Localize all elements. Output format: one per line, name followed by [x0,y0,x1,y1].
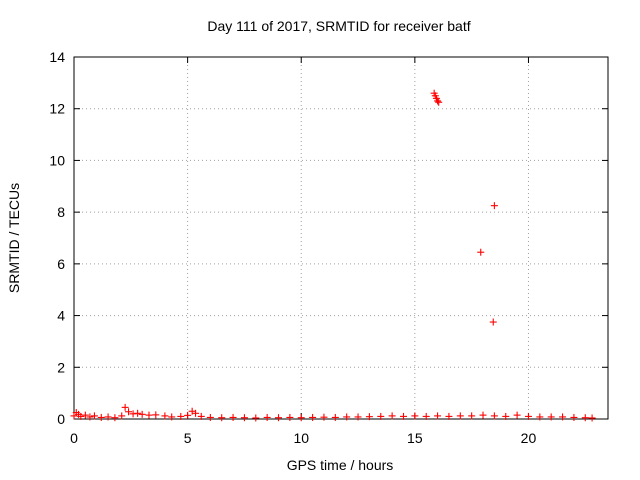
data-point [286,413,294,421]
x-tick-label: 10 [293,430,309,446]
data-point [513,411,521,419]
y-tick-label: 4 [57,308,65,324]
data-point [177,412,185,420]
data-point [354,413,362,421]
x-axis-label: GPS time / hours [287,457,394,473]
data-point [275,414,283,422]
data-marks [70,89,596,422]
data-point [229,413,237,421]
data-point [263,413,271,421]
data-point [161,412,169,420]
data-point [184,411,192,419]
data-point [118,412,126,420]
data-point [197,412,205,420]
y-tick-label: 2 [57,359,65,375]
data-point [152,411,160,419]
data-point [477,248,485,256]
data-point [456,412,464,420]
data-point [297,414,305,422]
data-point [252,414,260,422]
data-point [138,410,146,418]
data-point [588,414,596,422]
data-point [490,202,498,210]
data-point [331,413,339,421]
data-point [524,412,532,420]
data-point [435,98,443,106]
data-point [434,412,442,420]
plot-frame [73,56,609,420]
y-tick-label: 6 [57,256,65,272]
grid [74,57,608,419]
data-point [121,403,129,411]
data-point [192,409,200,417]
data-point [399,412,407,420]
x-tick-label: 20 [521,430,537,446]
data-point [240,414,248,422]
data-point [377,412,385,420]
data-point [434,97,442,105]
data-point [90,412,98,420]
data-point [536,413,544,421]
data-point [145,411,153,419]
y-tick-label: 12 [49,101,65,117]
data-point [365,413,373,421]
data-point [581,414,589,422]
data-point [343,413,351,421]
data-point [218,414,226,422]
data-point [547,413,555,421]
data-point [81,411,89,419]
data-point [309,413,317,421]
data-point [468,412,476,420]
y-tick-label: 10 [49,152,65,168]
data-point [134,409,142,417]
chart-title: Day 111 of 2017, SRMTID for receiver bat… [207,18,470,34]
data-point [479,411,487,419]
data-point [104,413,112,421]
data-point [86,413,94,421]
data-point [445,412,453,420]
y-axis-label: SRMTID / TECUs [6,183,22,293]
data-point [570,413,578,421]
data-point [490,412,498,420]
y-tick-label: 0 [57,411,65,427]
data-point [97,413,105,421]
y-tick-label: 8 [57,204,65,220]
data-point [422,412,430,420]
data-point [77,412,85,420]
data-point [502,412,510,420]
data-point [320,413,328,421]
data-point [411,412,419,420]
data-point [125,408,133,416]
data-point [489,318,497,326]
data-point [559,413,567,421]
x-tick-label: 5 [184,430,192,446]
data-point [388,412,396,420]
data-point [206,413,214,421]
data-point [111,414,119,422]
x-tick-label: 0 [70,430,78,446]
x-tick-label: 15 [407,430,423,446]
y-tick-label: 14 [49,49,65,65]
ticks: 0 5 10 15 20 0 2 4 6 8 10 12 14 [49,49,608,446]
data-point [168,413,176,421]
